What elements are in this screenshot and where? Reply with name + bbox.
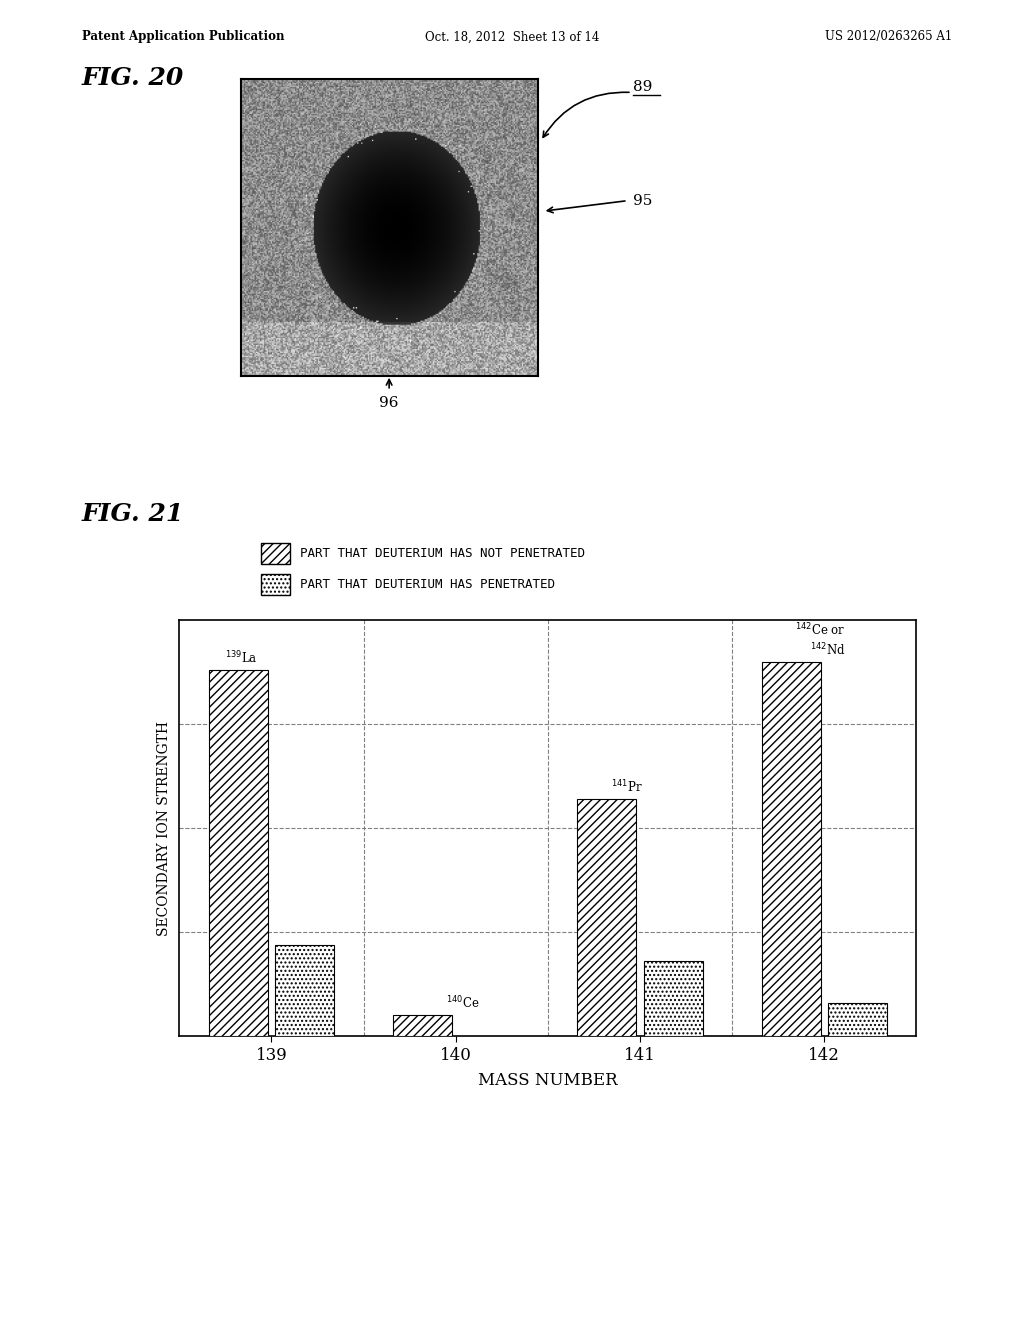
Bar [828,1003,887,1036]
Text: $^{142}$Ce or
$\ \ \ \ ^{142}$Nd: $^{142}$Ce or $\ \ \ \ ^{142}$Nd [795,622,846,657]
Bar [261,543,290,564]
Text: 89: 89 [633,81,652,94]
Text: Oct. 18, 2012  Sheet 13 of 14: Oct. 18, 2012 Sheet 13 of 14 [425,30,599,44]
Bar [261,574,290,595]
Text: Patent Application Publication: Patent Application Publication [82,30,285,44]
Text: FIG. 20: FIG. 20 [82,66,184,90]
Text: $^{139}$La: $^{139}$La [225,649,258,667]
Text: $^{141}$Pr: $^{141}$Pr [610,779,642,795]
Y-axis label: SECONDARY ION STRENGTH: SECONDARY ION STRENGTH [157,721,171,936]
Bar [762,663,820,1036]
Text: 95: 95 [633,194,652,207]
Text: US 2012/0263265 A1: US 2012/0263265 A1 [825,30,952,44]
Bar [578,799,636,1036]
Text: 96: 96 [379,396,399,411]
Bar [393,1015,452,1036]
Bar [275,945,334,1036]
Text: PART THAT DEUTERIUM HAS PENETRATED: PART THAT DEUTERIUM HAS PENETRATED [300,578,555,591]
Text: $^{140}$Ce: $^{140}$Ce [446,995,480,1011]
Text: FIG. 21: FIG. 21 [82,502,184,525]
Text: PART THAT DEUTERIUM HAS NOT PENETRATED: PART THAT DEUTERIUM HAS NOT PENETRATED [300,546,585,560]
X-axis label: MASS NUMBER: MASS NUMBER [478,1072,617,1089]
Bar [644,961,702,1036]
Bar [209,671,267,1036]
